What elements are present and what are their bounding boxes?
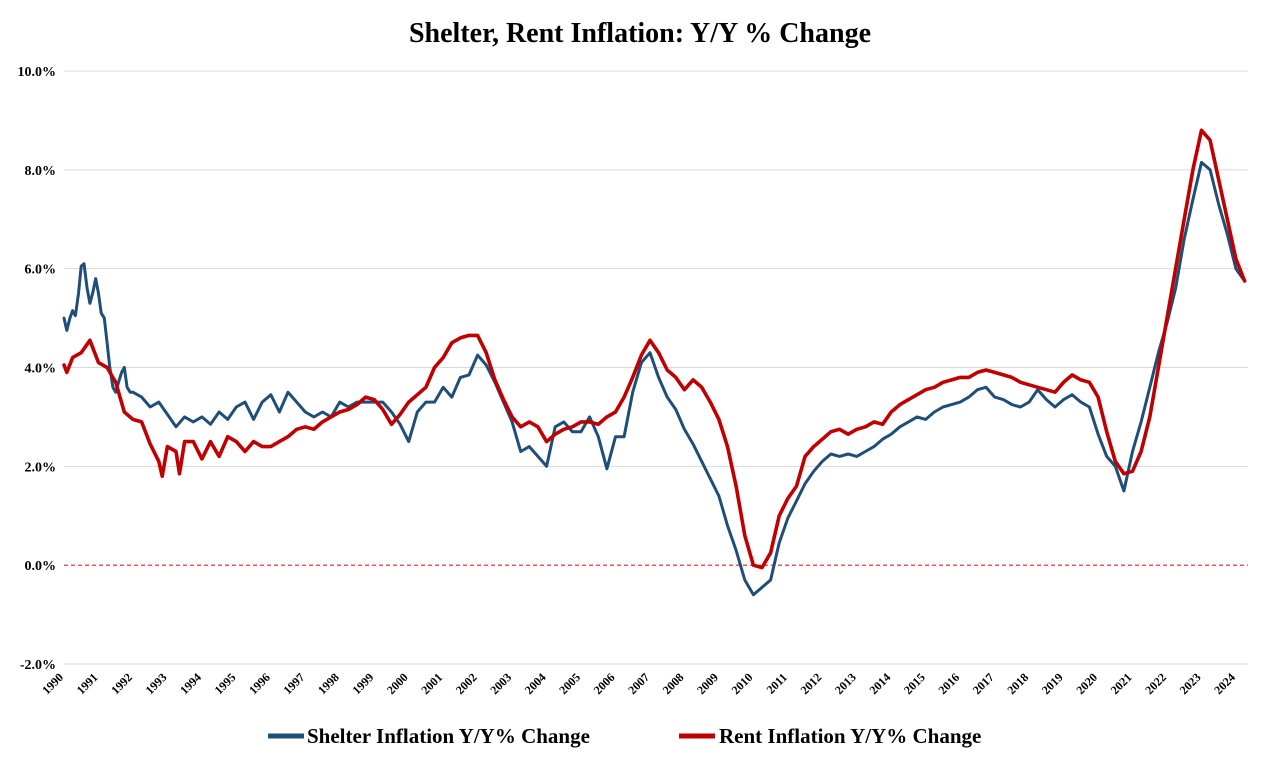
x-tick-label: 2014	[867, 670, 894, 697]
x-tick-label: 2018	[1004, 670, 1031, 697]
y-tick-label: 0.0%	[25, 559, 57, 574]
x-tick-label: 1991	[74, 670, 101, 697]
y-axis-ticks: -2.0% 0.0% 2.0% 4.0% 6.0% 8.0% 10.0%	[18, 65, 57, 673]
x-tick-label: 2024	[1211, 670, 1238, 697]
x-tick-label: 2000	[384, 670, 411, 697]
x-tick-label: 2017	[970, 670, 997, 697]
x-tick-label: 2005	[556, 670, 583, 697]
x-tick-label: 1998	[315, 670, 342, 697]
legend-label-rent: Rent Inflation Y/Y% Change	[719, 724, 981, 748]
x-tick-label: 2004	[522, 670, 549, 697]
x-tick-label: 2015	[901, 670, 928, 697]
y-tick-label: -2.0%	[20, 658, 56, 673]
x-tick-label: 2002	[453, 670, 480, 697]
x-tick-label: 1995	[212, 670, 239, 697]
x-tick-label: 2020	[1073, 670, 1100, 697]
x-tick-label: 2011	[764, 670, 790, 696]
series-line-rent	[62, 128, 1247, 570]
y-tick-label: 10.0%	[18, 65, 57, 80]
legend: Shelter Inflation Y/Y% Change Rent Infla…	[268, 724, 981, 748]
x-tick-label: 1992	[108, 670, 135, 697]
x-tick-label: 2016	[935, 670, 962, 697]
series-line-shelter	[62, 160, 1247, 597]
x-tick-label: 2019	[1039, 670, 1066, 697]
x-tick-label: 1990	[39, 670, 66, 697]
x-tick-label: 2008	[660, 670, 687, 697]
x-tick-label: 1993	[143, 670, 170, 697]
y-tick-label: 8.0%	[25, 164, 57, 179]
x-tick-label: 2006	[591, 670, 618, 697]
x-tick-label: 2010	[729, 670, 756, 697]
x-axis-ticks: 1990 1991 1992 1993 1994 1995 1996 1997 1998 1999…	[39, 670, 1238, 697]
x-tick-label: 2003	[487, 670, 514, 697]
x-tick-label: 2021	[1108, 670, 1135, 697]
chart-title: Shelter, Rent Inflation: Y/Y % Change	[409, 18, 871, 49]
x-tick-label: 1994	[177, 670, 204, 697]
x-tick-label: 2007	[625, 670, 652, 697]
x-tick-label: 1999	[349, 670, 376, 697]
y-tick-label: 4.0%	[25, 362, 57, 377]
x-tick-label: 1997	[281, 670, 308, 697]
x-tick-label: 2023	[1177, 670, 1204, 697]
x-tick-label: 2012	[798, 670, 825, 697]
x-tick-label: 1996	[246, 670, 273, 697]
legend-label-shelter: Shelter Inflation Y/Y% Change	[307, 724, 590, 748]
x-tick-label: 2009	[694, 670, 721, 697]
series-lines	[62, 128, 1247, 597]
x-tick-label: 2013	[832, 670, 859, 697]
y-tick-label: 6.0%	[25, 263, 57, 278]
x-tick-label: 2001	[418, 670, 445, 697]
y-tick-label: 2.0%	[25, 460, 57, 475]
x-tick-label: 2022	[1142, 670, 1169, 697]
